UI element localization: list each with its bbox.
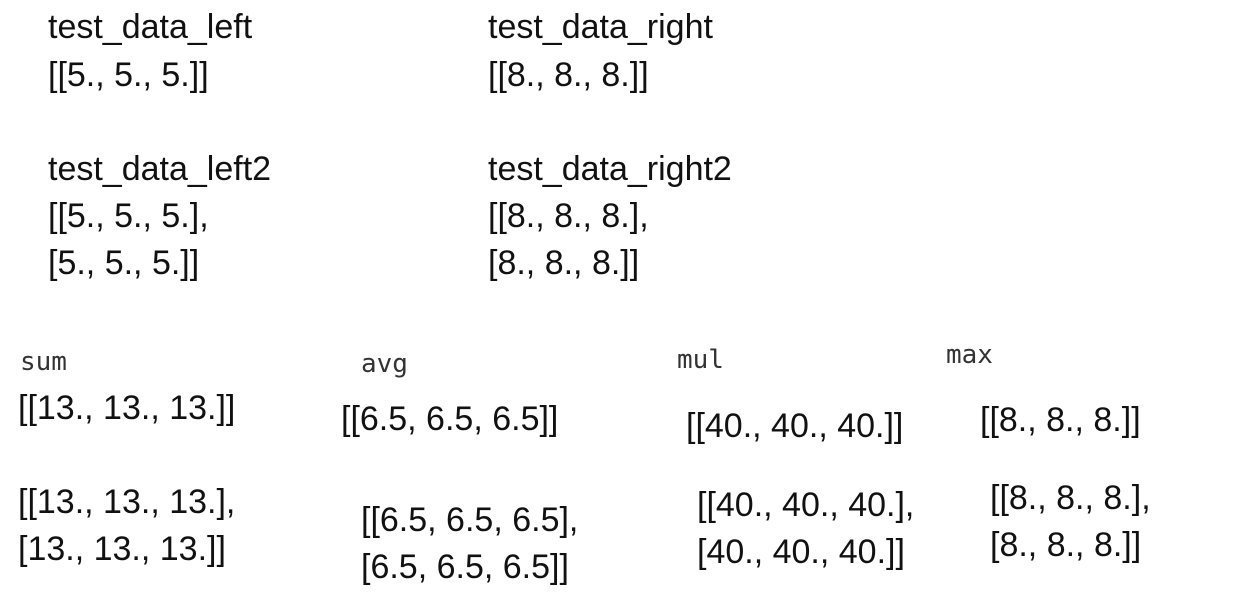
max-single-result: [[8., 8., 8.]]	[980, 397, 1141, 444]
array-line: [8., 8., 8.]]	[990, 526, 1142, 564]
sum-double-result: [[13., 13., 13.], [13., 13., 13.]]	[18, 479, 235, 573]
array-line: [[13., 13., 13.]]	[18, 389, 236, 427]
array-line: [[5., 5., 5.]]	[48, 56, 209, 94]
test-data-right2-values: [[8., 8., 8.], [8., 8., 8.]]	[488, 193, 649, 287]
test-data-left-values: [[5., 5., 5.]]	[48, 52, 209, 99]
max-double-result: [[8., 8., 8.], [8., 8., 8.]]	[990, 475, 1151, 569]
avg-single-result: [[6.5, 6.5, 6.5]]	[341, 396, 558, 443]
mul-label: mul	[677, 345, 724, 375]
array-line: [[13., 13., 13.],	[18, 483, 236, 521]
avg-double-result: [[6.5, 6.5, 6.5], [6.5, 6.5, 6.5]]	[361, 497, 578, 591]
array-line: [[40., 40., 40.]]	[686, 407, 904, 445]
test-data-right2-name: test_data_right2	[488, 150, 732, 188]
array-line: [[8., 8., 8.],	[990, 479, 1151, 517]
avg-label: avg	[361, 349, 408, 379]
array-line: [8., 8., 8.]]	[488, 244, 640, 282]
array-line: [6.5, 6.5, 6.5]]	[361, 548, 569, 586]
test-data-left-name: test_data_left	[48, 8, 253, 46]
test-data-right-values: [[8., 8., 8.]]	[488, 52, 649, 99]
test-data-left2-values: [[5., 5., 5.], [5., 5., 5.]]	[48, 193, 209, 287]
max-label: max	[946, 340, 993, 370]
test-data-right-name: test_data_right	[488, 8, 713, 46]
mul-double-result: [[40., 40., 40.], [40., 40., 40.]]	[697, 482, 914, 576]
array-line: [[8., 8., 8.]]	[980, 401, 1141, 439]
array-line: [[6.5, 6.5, 6.5],	[361, 501, 579, 539]
mul-single-result: [[40., 40., 40.]]	[686, 403, 903, 450]
array-line: [[8., 8., 8.]]	[488, 56, 649, 94]
array-line: [[6.5, 6.5, 6.5]]	[341, 400, 559, 438]
array-line: [[8., 8., 8.],	[488, 197, 649, 235]
array-line: [40., 40., 40.]]	[697, 533, 905, 571]
array-line: [13., 13., 13.]]	[18, 530, 226, 568]
array-line: [[40., 40., 40.],	[697, 486, 915, 524]
test-data-left2-name: test_data_left2	[48, 150, 272, 188]
array-line: [[5., 5., 5.],	[48, 197, 209, 235]
array-line: [5., 5., 5.]]	[48, 244, 200, 282]
sum-label: sum	[20, 347, 67, 377]
sum-single-result: [[13., 13., 13.]]	[18, 385, 235, 432]
